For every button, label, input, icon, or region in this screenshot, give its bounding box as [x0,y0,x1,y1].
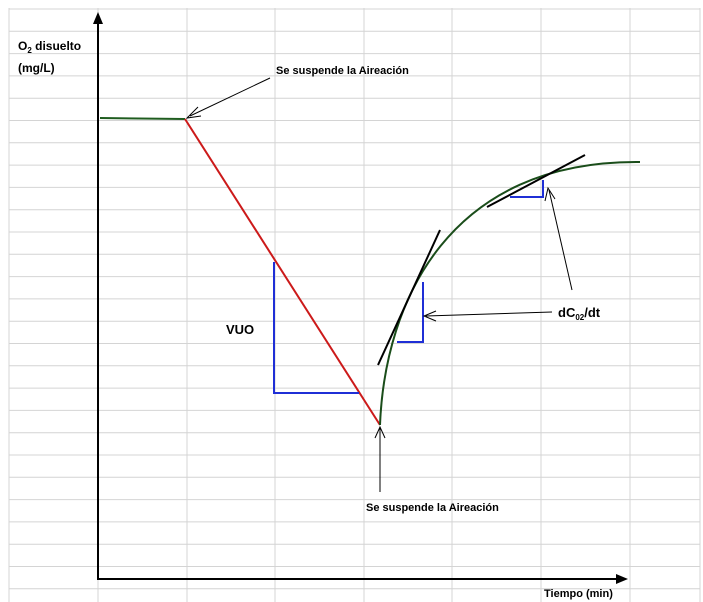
y-axis-label: O2 disuelto [18,39,81,55]
arrow-aeration-top [189,77,271,117]
arrow-aeration-top-head [185,106,202,119]
x-axis-label: Tiempo (min) [544,588,613,600]
vuo-slope-triangle [273,262,359,394]
plateau-line [99,117,186,120]
arrow-derivative-steep-head [422,310,437,322]
aeration-stop-label-top: Se suspende la Aireación [276,65,409,77]
tangent-line-steep [377,229,441,366]
derivative-triangle-steep [397,282,424,343]
aeration-stop-label-bottom: Se suspende la Aireación [366,502,499,514]
background-grid [8,8,701,602]
arrow-derivative-shallow [548,189,573,291]
annotation-arrows [185,77,573,492]
derivative-label: dC02/dt [558,305,601,322]
tangent-line-shallow [486,154,586,208]
derivative-triangle-shallow [510,180,544,198]
arrow-aeration-bottom-head [374,425,386,439]
arrow-derivative-shallow-head [544,186,556,202]
y-axis-arrowhead [93,12,103,24]
vuo-label: VUO [226,322,254,337]
x-axis-arrowhead [616,574,628,584]
y-axis-unit-label: (mg/L) [18,61,55,75]
arrow-derivative-steep [425,311,553,317]
decline-line [184,118,381,426]
recovery-curve [379,160,641,426]
